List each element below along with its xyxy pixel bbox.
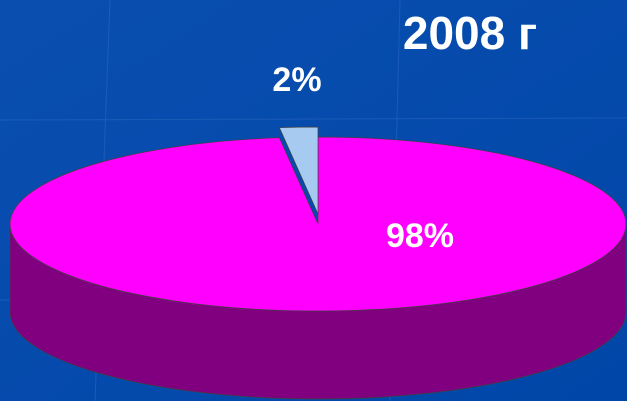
- value-label: 98%: [386, 217, 454, 255]
- chart-title: 2008 г: [403, 7, 537, 59]
- slice: [278, 126, 319, 215]
- slice: [9, 136, 627, 312]
- value-label: 2%: [272, 61, 321, 99]
